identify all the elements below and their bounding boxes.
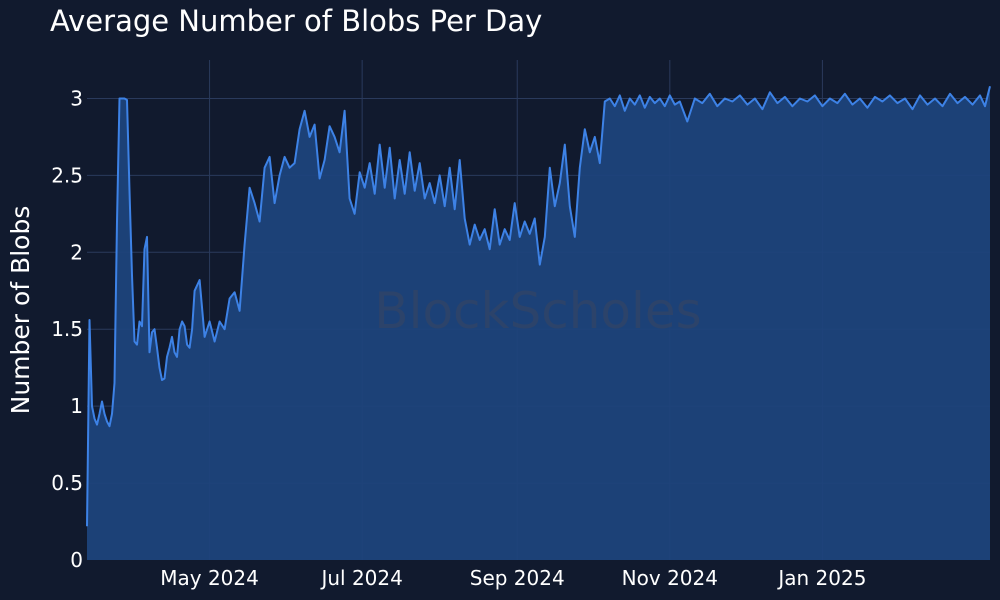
x-tick-label: Jul 2024 [319, 566, 402, 590]
chart-title: Average Number of Blobs Per Day [50, 4, 542, 38]
y-tick-label: 1.5 [51, 317, 83, 341]
y-tick-label: 0 [70, 548, 83, 572]
y-tick-label: 1 [70, 394, 83, 418]
x-tick-label: Sep 2024 [470, 566, 565, 590]
y-tick-label: 2 [70, 240, 83, 264]
y-tick-label: 3 [70, 86, 83, 110]
watermark-logo: BlockScholes [374, 282, 701, 340]
x-tick-label: Jan 2025 [776, 566, 866, 590]
x-tick-label: Nov 2024 [622, 566, 718, 590]
y-axis-label: Number of Blobs [6, 206, 35, 415]
series-area-fill [87, 86, 990, 560]
y-tick-label: 0.5 [51, 471, 83, 495]
x-tick-label: May 2024 [160, 566, 259, 590]
series-area-group [86, 85, 991, 560]
axis-ticks: 0 0.5 1 1.5 2 2.5 3 May 2024 Jul 2024 Sep 2024 Nov… [51, 86, 866, 590]
y-tick-label: 2.5 [51, 163, 83, 187]
series-line [86, 85, 991, 527]
